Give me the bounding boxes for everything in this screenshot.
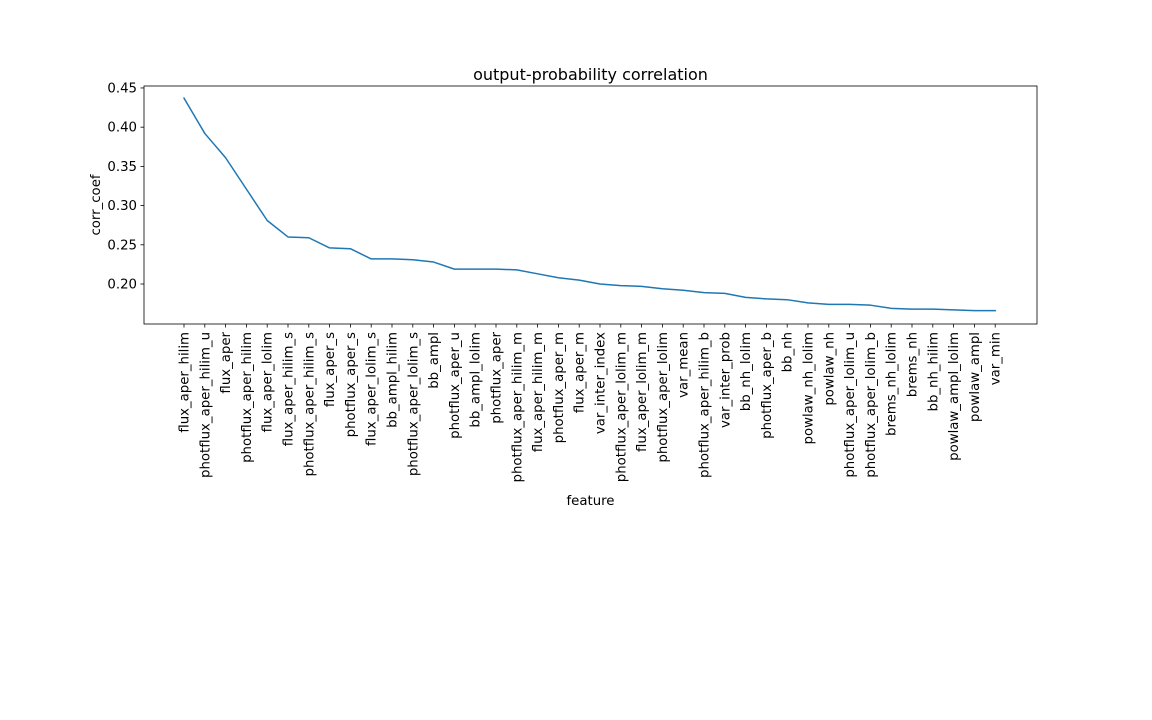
x-tick-label: bb_ampl <box>427 332 442 389</box>
series-line <box>182 97 996 312</box>
x-tick-label: powlaw_nh <box>822 332 837 406</box>
y-axis-label: corr_coef <box>89 174 104 235</box>
x-axis-label: feature <box>566 494 614 509</box>
x-tick-label: bb_nh <box>781 332 796 372</box>
y-tick-label: 0.30 <box>107 199 137 214</box>
x-tick-label: var_inter_index <box>594 332 609 434</box>
x-tick-label: flux_aper_hilim <box>178 332 193 433</box>
x-tick-label: flux_aper_lolim_s <box>365 332 380 446</box>
x-tick-label: powlaw_nh_lolim <box>802 332 817 445</box>
x-tick-label: flux_aper <box>219 331 234 393</box>
x-tick-label: flux_aper_s <box>323 332 338 407</box>
x-tick-label: photflux_aper_b <box>760 332 775 439</box>
y-tick-label: 0.40 <box>107 121 137 136</box>
x-tick-label: bb_nh_lolim <box>739 332 754 411</box>
y-tick-label: 0.25 <box>107 238 137 253</box>
x-tick-label: photflux_aper_hilim <box>240 332 255 463</box>
y-tick-label: 0.20 <box>107 278 137 293</box>
x-tick-label: photflux_aper_u <box>448 332 463 439</box>
x-tick-label: photflux_aper_hilim_u <box>198 332 213 478</box>
x-tick-label: brems_nh <box>906 332 921 397</box>
x-tick-label: var_inter_prob <box>718 332 733 428</box>
x-tick-label: photflux_aper_s <box>344 332 359 437</box>
y-tick-label: 0.35 <box>107 160 137 175</box>
x-tick-label: photflux_aper_hilim_b <box>698 332 713 478</box>
x-tick-label: flux_aper_lolim <box>261 332 276 432</box>
chart-title: output-probability correlation <box>473 65 708 84</box>
x-tick-label: flux_aper_hilim_s <box>282 332 297 446</box>
x-tick-label: flux_aper_m <box>573 332 588 413</box>
x-tick-label: powlaw_ampl_lolim <box>947 332 962 461</box>
x-tick-label: flux_aper_lolim_m <box>635 332 650 452</box>
x-tick-label: photflux_aper_lolim <box>656 332 671 463</box>
x-tick-label: photflux_aper_m <box>552 332 567 443</box>
x-tick-label: flux_aper_hilim_m <box>531 332 546 452</box>
x-tick-label: photflux_aper_lolim_s <box>406 332 421 476</box>
x-tick-label: photflux_aper_lolim_b <box>864 332 879 478</box>
plot-area: 0.20 0.25 0.30 0.35 0.40 0.45 flux_aper_hilim p… <box>107 81 1038 483</box>
y-tick-label: 0.45 <box>107 81 137 96</box>
x-tick-label: photflux_aper_lolim_u <box>843 332 858 478</box>
x-tick-label: photflux_aper_hilim_m <box>510 332 525 483</box>
x-tick-label: var_mean <box>677 332 692 398</box>
x-tick-label: bb_nh_hilim <box>926 332 941 412</box>
x-tick-label: bb_ampl_lolim <box>469 332 484 428</box>
axes-frame <box>143 85 1038 325</box>
x-tick-label: var_min <box>989 332 1004 385</box>
x-tick-label: photflux_aper_lolim_m <box>614 332 629 482</box>
x-tick-label: brems_nh_lolim <box>885 332 900 436</box>
x-tick-label: photflux_aper <box>490 331 505 423</box>
x-tick-label: photflux_aper_hilim_s <box>302 332 317 477</box>
x-tick-label: powlaw_ampl <box>968 332 983 422</box>
x-tick-label: bb_ampl_hilim <box>386 332 401 428</box>
